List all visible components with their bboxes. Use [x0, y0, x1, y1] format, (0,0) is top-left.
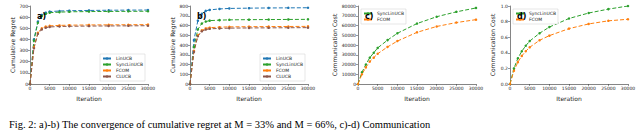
svg-text:20000: 20000 [582, 86, 596, 91]
svg-text:0: 0 [185, 81, 188, 87]
svg-text:15000: 15000 [242, 86, 256, 91]
svg-text:10000: 10000 [342, 72, 356, 77]
svg-text:700: 700 [179, 13, 188, 18]
svg-text:0: 0 [189, 86, 192, 91]
svg-text:30000: 30000 [342, 52, 356, 57]
svg-text:400: 400 [179, 43, 188, 48]
svg-text:LinUCB: LinUCB [276, 56, 292, 61]
svg-text:Fig. 2: a)-b) The convergence: Fig. 2: a)-b) The convergence of cumulat… [9, 119, 431, 130]
svg-text:500: 500 [19, 26, 28, 31]
svg-text:Iteration: Iteration [556, 95, 582, 102]
svg-text:30000: 30000 [621, 86, 635, 91]
svg-text:0.2: 0.2 [501, 66, 508, 71]
svg-text:50000: 50000 [342, 33, 356, 38]
svg-text:5000: 5000 [372, 86, 384, 91]
svg-text:25000: 25000 [449, 86, 463, 91]
svg-text:Iteration: Iteration [236, 95, 262, 102]
svg-text:800: 800 [179, 4, 188, 9]
svg-text:0.0: 0.0 [501, 82, 508, 87]
svg-text:CLUCB: CLUCB [276, 74, 291, 79]
svg-text:300: 300 [19, 48, 28, 53]
svg-text:20000: 20000 [102, 86, 116, 91]
svg-text:Cumulative Regret: Cumulative Regret [169, 16, 177, 73]
svg-text:Cumulative Regret: Cumulative Regret [9, 16, 17, 73]
svg-text:15000: 15000 [410, 86, 424, 91]
svg-text:100: 100 [19, 70, 28, 75]
svg-text:Communication Cost: Communication Cost [489, 13, 496, 76]
svg-text:15000: 15000 [82, 86, 96, 91]
svg-text:10000: 10000 [222, 86, 236, 91]
svg-text:FCOM: FCOM [116, 68, 129, 73]
svg-text:0.6: 0.6 [501, 35, 508, 40]
svg-text:100: 100 [179, 72, 188, 77]
svg-text:5000: 5000 [44, 86, 56, 91]
svg-text:60000: 60000 [342, 23, 356, 28]
svg-text:30000: 30000 [301, 86, 315, 91]
svg-text:LinUCB: LinUCB [116, 56, 132, 61]
svg-text:0: 0 [357, 86, 360, 91]
svg-text:80000: 80000 [342, 4, 356, 9]
svg-text:10000: 10000 [62, 86, 76, 91]
svg-text:SyncLinUCB: SyncLinUCB [276, 62, 303, 67]
svg-text:500: 500 [179, 33, 188, 38]
svg-text:70000: 70000 [342, 13, 356, 18]
svg-text:Communication Cost: Communication Cost [331, 13, 338, 76]
svg-text:600: 600 [19, 15, 28, 20]
svg-text:20000: 20000 [342, 62, 356, 67]
svg-text:25000: 25000 [121, 86, 135, 91]
svg-text:FCOM: FCOM [529, 17, 542, 22]
svg-text:700: 700 [19, 4, 28, 9]
svg-text:b): b) [197, 12, 206, 21]
svg-text:SyncLinUCB: SyncLinUCB [116, 62, 143, 67]
svg-text:d): d) [517, 12, 526, 21]
svg-text:a): a) [37, 12, 46, 21]
svg-text:c): c) [365, 12, 373, 21]
svg-text:10000: 10000 [542, 86, 556, 91]
svg-text:0: 0 [29, 86, 32, 91]
svg-text:20000: 20000 [262, 86, 276, 91]
svg-text:30000: 30000 [469, 86, 483, 91]
svg-text:5000: 5000 [204, 86, 216, 91]
svg-text:40000: 40000 [342, 43, 356, 48]
svg-text:200: 200 [19, 59, 28, 64]
svg-text:20000: 20000 [430, 86, 444, 91]
svg-text:0.4: 0.4 [501, 50, 508, 55]
svg-text:Iteration: Iteration [404, 95, 430, 102]
svg-text:200: 200 [179, 62, 188, 67]
svg-text:0.8: 0.8 [501, 19, 508, 24]
svg-text:SyncLinUCB: SyncLinUCB [377, 11, 404, 16]
svg-text:10000: 10000 [390, 86, 404, 91]
svg-text:15000: 15000 [562, 86, 576, 91]
svg-text:0: 0 [25, 81, 28, 87]
svg-text:0: 0 [353, 81, 356, 87]
svg-text:FCOM: FCOM [377, 17, 390, 22]
svg-text:5000: 5000 [524, 86, 536, 91]
svg-text:25000: 25000 [281, 86, 295, 91]
svg-text:0: 0 [509, 86, 512, 91]
svg-text:1.0: 1.0 [501, 4, 508, 9]
svg-text:400: 400 [19, 37, 28, 42]
svg-text:300: 300 [179, 52, 188, 57]
svg-text:FCOM: FCOM [276, 68, 289, 73]
svg-text:Iteration: Iteration [76, 95, 102, 102]
svg-text:SyncLinUCB: SyncLinUCB [529, 11, 556, 16]
svg-text:600: 600 [179, 23, 188, 28]
svg-text:25000: 25000 [601, 86, 615, 91]
svg-text:CLUCB: CLUCB [116, 74, 131, 79]
svg-text:30000: 30000 [141, 86, 155, 91]
